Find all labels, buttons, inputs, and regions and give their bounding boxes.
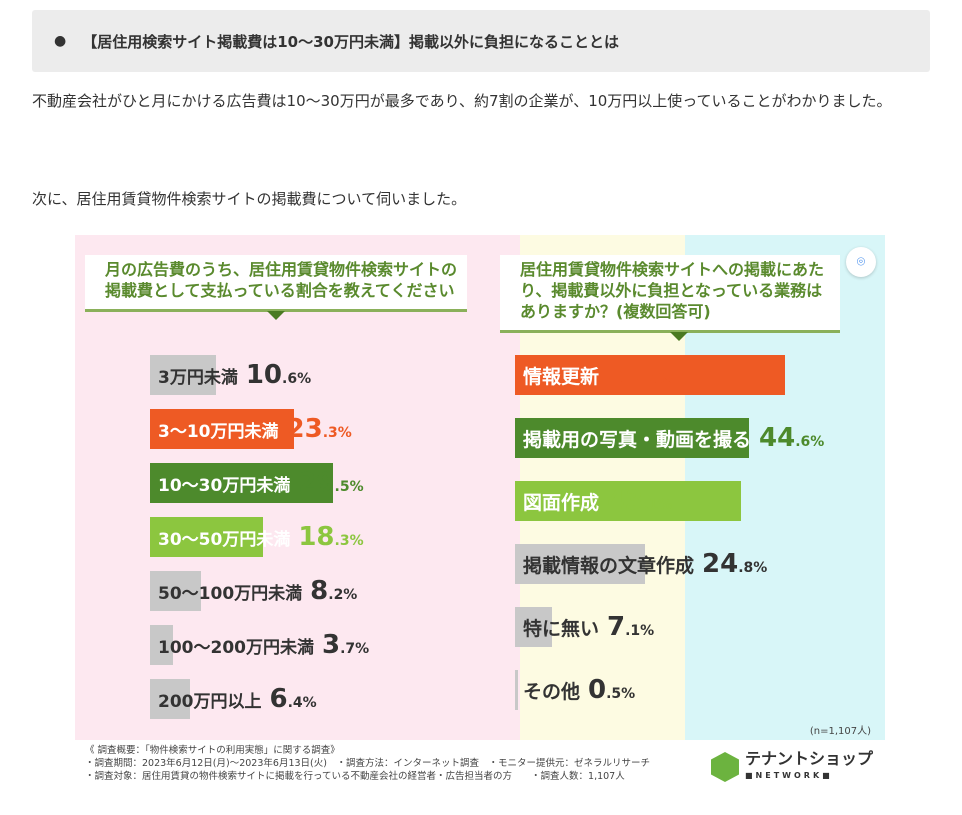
bar-row: 特に無い 7.1% [515, 607, 654, 647]
section-heading: ● 【居住用検索サイト掲載費は10～30万円未満】掲載以外に負担になることとは [32, 10, 930, 72]
bar-row: 掲載用の写真・動画を撮る 44.6% [515, 418, 824, 458]
bullet-icon: ● [54, 33, 67, 49]
triangle-icon [267, 311, 285, 320]
visual-search-icon[interactable]: ⌾ [846, 247, 876, 277]
bar-label: 掲載情報の文章作成 [523, 554, 695, 577]
bar-value: 51.5% [607, 360, 673, 390]
footer-line: ・調査期間：2023年6月12日(月)～2023年6月13日(火) ・調査方法：… [85, 758, 650, 769]
bar-value: 24.8% [702, 549, 768, 579]
bar-label: 3万円未満 [158, 367, 238, 388]
heading-text: 【居住用検索サイト掲載費は10～30万円未満】掲載以外に負担になることとは [82, 32, 619, 51]
bar-row: 30～50万円未満 18.3% [150, 517, 364, 557]
bar [515, 544, 645, 584]
bar-label: 3～10万円未満 [158, 421, 279, 442]
bar [150, 409, 295, 449]
bar [515, 670, 518, 710]
bar [515, 355, 785, 395]
left-question-text: 月の広告費のうち、居住用賃貸物件検索サイトの掲載費として支払っている割合を教えて… [105, 260, 458, 300]
footer-line: ・調査対象：居住用賃貸の物件検索サイトに掲載を行っている不動産会社の経営者・広告… [85, 771, 625, 782]
bar-value: 29.5% [298, 468, 364, 498]
bar [150, 355, 216, 395]
bar-row: 掲載情報の文章作成 24.8% [515, 544, 767, 584]
paragraph-1: 不動産会社がひと月にかける広告費は10～30万円が最多であり、約7割の企業が、1… [32, 92, 892, 110]
bar-value: 18.3% [298, 522, 364, 552]
survey-infographic: 月の広告費のうち、居住用賃貸物件検索サイトの掲載費として支払っている割合を教えて… [75, 235, 885, 797]
bar [150, 679, 190, 719]
bar-label: 50～100万円未満 [158, 583, 303, 604]
cube-logo-icon [710, 752, 739, 782]
right-question-text: 居住用賃貸物件検索サイトへの掲載にあたり、掲載費以外に負担となっている業務はあり… [520, 260, 825, 321]
bar-row: 50～100万円未満 8.2% [150, 571, 357, 611]
footer-line: 《 調査概要：「物件検索サイトの利用実態」に関する調査》 [85, 745, 340, 756]
logo-sub: ■NETWORK■ [744, 771, 833, 780]
sample-size: (n=1,107人) [809, 726, 871, 737]
bar [150, 571, 201, 611]
bar-row: 3～10万円未満 23.3% [150, 409, 352, 449]
logo: テナントショップ ■NETWORK■ [710, 749, 873, 784]
bar-value: 43.1% [607, 486, 673, 516]
bar-label: 30～50万円未満 [158, 529, 291, 550]
bar-value: 6.4% [269, 684, 317, 714]
bar-label: 図面作成 [523, 491, 600, 514]
logo-name: テナントショップ [744, 749, 873, 768]
left-question: 月の広告費のうち、居住用賃貸物件検索サイトの掲載費として支払っている割合を教えて… [85, 255, 467, 320]
bar [515, 607, 553, 647]
bar-value: 0.5% [588, 675, 636, 705]
bar-row: 100～200万円未満 3.7% [150, 625, 369, 665]
bar-row: 200万円以上 6.4% [150, 679, 317, 719]
bar-row: 10～30万円未満 29.5% [150, 463, 364, 503]
right-question: 居住用賃貸物件検索サイトへの掲載にあたり、掲載費以外に負担となっている業務はあり… [500, 255, 840, 341]
bar-value: 3.7% [321, 630, 370, 660]
bar-row: その他 0.5% [515, 670, 635, 710]
paragraph-2: 次に、居住用賃貸物件検索サイトの掲載費について伺いました。 [32, 190, 467, 208]
bar-label: 掲載用の写真・動画を撮る [523, 428, 752, 451]
bar-row: 図面作成 43.1% [515, 481, 741, 521]
bar-value: 23.3% [286, 414, 352, 444]
bar-value: 7.1% [607, 612, 655, 642]
bar-label: その他 [523, 680, 581, 703]
bar-label: 特に無い [523, 617, 600, 640]
triangle-icon [670, 332, 688, 341]
bar-value: 10.6% [245, 360, 312, 390]
bar [150, 517, 264, 557]
bar-row: 情報更新 51.5% [515, 355, 785, 395]
bar [150, 625, 173, 665]
bar-value: 8.2% [310, 576, 358, 606]
bar-row: 3万円未満 10.6% [150, 355, 311, 395]
survey-footer: 《 調査概要：「物件検索サイトの利用実態」に関する調査》 ・調査期間：2023年… [75, 740, 885, 797]
bar-label: 情報更新 [523, 365, 600, 388]
bar [150, 463, 333, 503]
bar-value: 44.6% [759, 423, 825, 453]
bar [515, 481, 741, 521]
bar-label: 200万円以上 [158, 691, 262, 712]
bar-label: 100～200万円未満 [158, 637, 314, 658]
bar [515, 418, 749, 458]
bar-label: 10～30万円未満 [158, 475, 291, 496]
